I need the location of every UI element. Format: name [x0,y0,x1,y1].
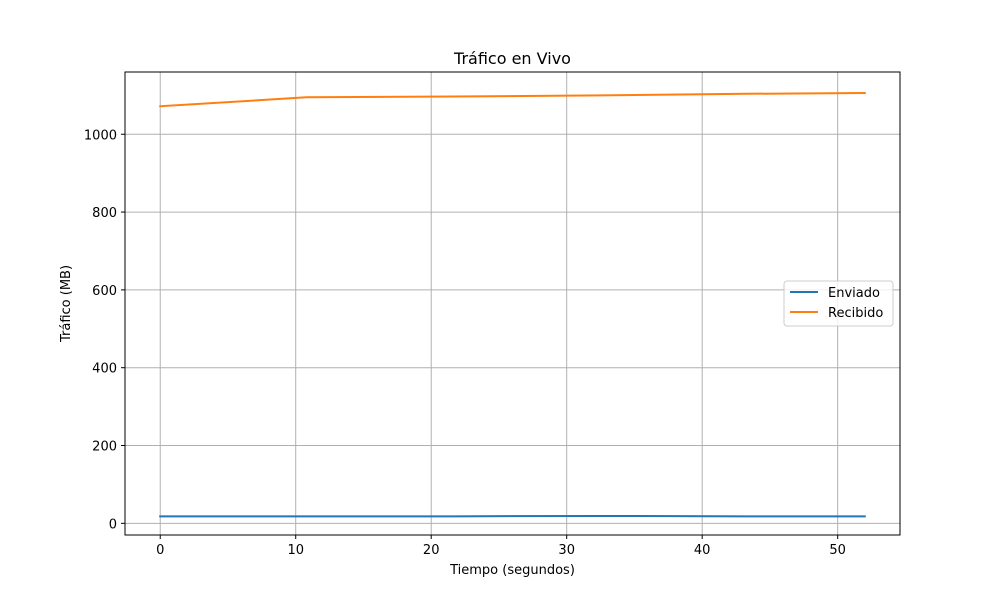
series-line-recibido [159,92,866,108]
x-tick-label: 50 [829,543,846,558]
y-tick-label: 0 [109,517,117,532]
grid-layer [125,72,900,535]
y-axis-ticks: 0 200 400 600 800 1000 [84,128,125,532]
x-tick-label: 0 [156,543,164,558]
plot-area-frame [124,71,901,536]
y-tick-label: 1000 [84,128,117,143]
legend: Enviado Recibido [783,280,894,327]
y-axis-label: Tráfico (MB) [59,265,74,343]
y-tick-label: 800 [92,206,117,221]
x-axis-label: Tiempo (segundos) [449,563,575,578]
x-tick-label: 40 [694,543,711,558]
x-tick-label: 10 [287,543,304,558]
legend-label-recibido: Recibido [828,306,883,321]
x-axis-ticks: 0 10 20 30 40 50 [156,535,846,558]
x-tick-label: 30 [558,543,575,558]
chart-title: Tráfico en Vivo [453,49,571,68]
y-tick-label: 200 [92,440,117,455]
legend-label-enviado: Enviado [828,286,880,301]
series-layer [159,92,866,518]
y-tick-label: 600 [92,284,117,299]
y-tick-label: 400 [92,362,117,377]
x-tick-label: 20 [423,543,440,558]
